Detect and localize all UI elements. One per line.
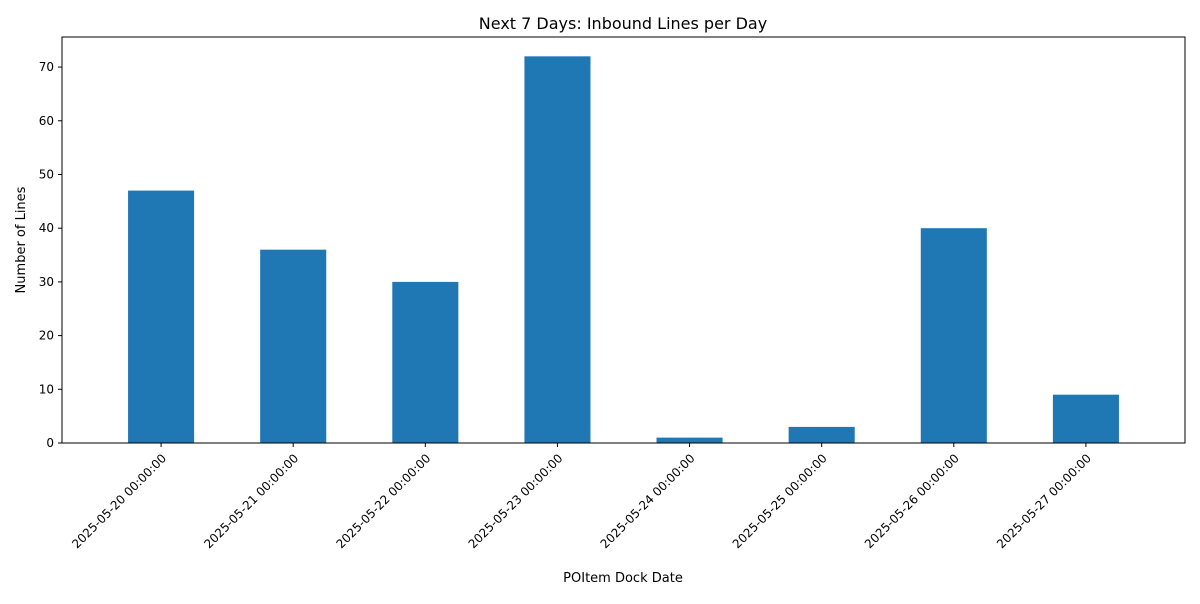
bar-7 [1052, 394, 1119, 443]
y-axis-ticks: 0 10 20 30 40 50 60 70 [39, 60, 62, 450]
plot-frame [61, 36, 1186, 444]
chart-title: Next 7 Days: Inbound Lines per Day [479, 14, 767, 33]
y-tick-label-2: 20 [39, 329, 54, 343]
y-tick-label-4: 40 [39, 221, 54, 235]
bar-5 [788, 426, 855, 443]
y-tick-label-5: 50 [39, 167, 54, 181]
y-tick-label-3: 30 [39, 275, 54, 289]
bar-3 [524, 56, 591, 443]
y-tick-label-0: 0 [46, 436, 54, 450]
y-tick-label-6: 60 [39, 114, 54, 128]
y-tick-label-7: 70 [39, 60, 54, 74]
bar-2 [392, 281, 459, 443]
bar-0 [128, 190, 195, 443]
y-axis-label: Number of Lines [14, 186, 29, 293]
x-axis-label: POItem Dock Date [563, 571, 683, 586]
bars-layer [128, 56, 1119, 443]
bar-1 [260, 249, 327, 443]
bar-6 [920, 228, 987, 443]
y-tick-label-1: 10 [39, 382, 54, 396]
bar-4 [656, 437, 723, 443]
